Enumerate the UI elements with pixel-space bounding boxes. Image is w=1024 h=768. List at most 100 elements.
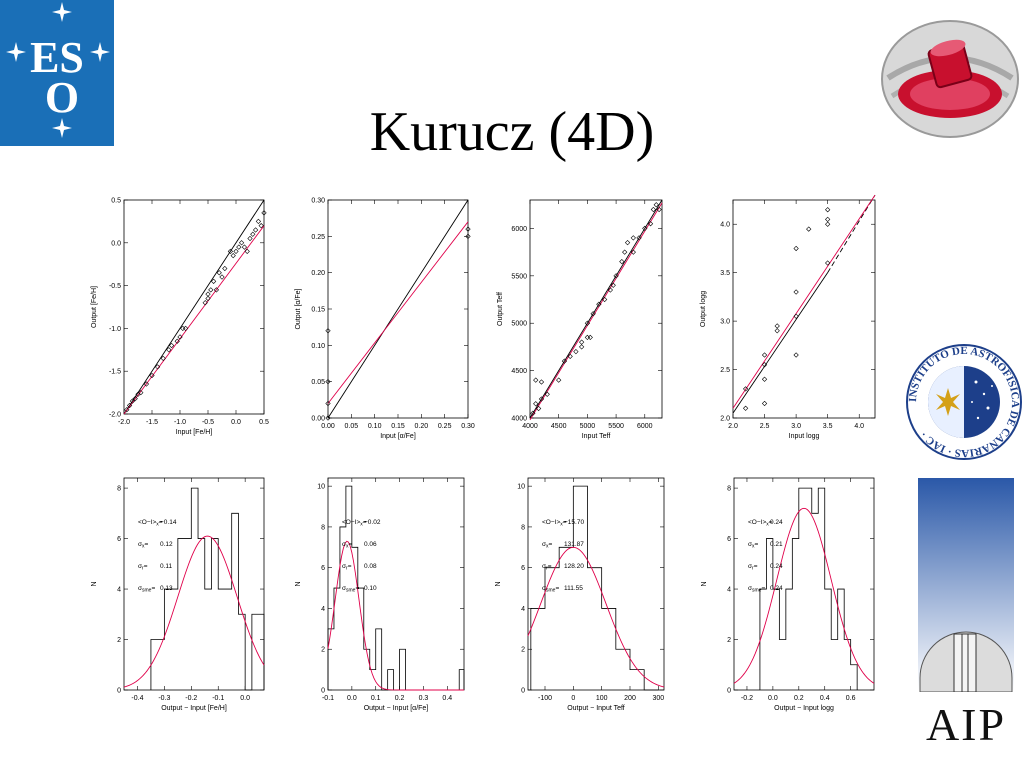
x-tick-label: -0.1 [212, 695, 224, 702]
y-tick-label: 2 [727, 637, 731, 644]
data-point [774, 328, 780, 334]
x-tick-label: -0.2 [185, 695, 197, 702]
y-tick-label: 0.30 [311, 198, 325, 205]
y-axis-label: N [495, 581, 502, 586]
data-point [325, 328, 331, 334]
data-point [650, 206, 657, 213]
y-tick-label: 4 [521, 606, 525, 613]
data-point [255, 218, 262, 225]
stat-label: <O−I>x= [138, 519, 163, 528]
y-axis-label: Output Teff [497, 292, 504, 326]
data-point [241, 244, 248, 250]
stat-value: 0.24 [770, 519, 783, 526]
y-tick-label: 10 [317, 484, 325, 491]
plot-frame [123, 477, 265, 691]
stat-label: σr= [748, 563, 758, 572]
data-point [533, 377, 539, 383]
x-tick-label: -1.5 [146, 419, 158, 426]
y-tick-label: 2 [521, 647, 525, 654]
plot-frame [733, 477, 875, 691]
eso-star-icon [6, 42, 26, 62]
x-axis-label: Input [α/Fe] [380, 433, 416, 440]
plot-frame [527, 477, 665, 691]
x-tick-label: 200 [624, 695, 636, 702]
x-tick-label: 0.10 [368, 423, 382, 430]
data-point [587, 334, 593, 341]
y-tick-label: 4500 [511, 368, 527, 375]
chart-2: 0.00 0.05 0.10 0.15 0.20 0.25 0.30 0.00 0.05 0.10… [295, 198, 475, 441]
x-tick-label: 0.15 [391, 423, 405, 430]
y-tick-label: 6 [521, 565, 525, 572]
data-point [561, 358, 568, 364]
data-point [533, 401, 539, 407]
plot-frame [123, 199, 265, 415]
stat-value: 0.12 [160, 541, 173, 548]
data-point [544, 391, 550, 397]
y-tick-label: 8 [321, 524, 325, 531]
stat-label: σr= [542, 563, 552, 572]
x-tick-label: 0.0 [768, 695, 778, 702]
data-point [825, 260, 831, 266]
histogram-bars [530, 485, 659, 691]
y-axis-label: N [701, 581, 708, 586]
stat-label: σsme= [342, 585, 359, 594]
y-tick-label: 0.00 [311, 416, 325, 423]
x-tick-label: -100 [538, 695, 552, 702]
y-tick-label: 6 [117, 536, 121, 543]
data-point [584, 320, 591, 326]
y-axis-label: Output [Fe/H] [91, 286, 98, 328]
data-point [538, 379, 545, 385]
data-point [590, 311, 596, 317]
data-point [222, 265, 228, 272]
x-axis-label: Output − Input [α/Fe] [364, 705, 429, 712]
gaussian-fit [733, 507, 875, 684]
stat-value: 111.55 [564, 585, 583, 592]
stat-value: 0.08 [364, 563, 377, 570]
data-point [258, 223, 264, 229]
data-point [761, 376, 768, 382]
plot-frame [529, 199, 663, 419]
data-point [636, 235, 642, 241]
x-tick-label: 0.2 [794, 695, 804, 702]
data-point [630, 249, 636, 255]
x-tick-label: 0.30 [461, 423, 475, 430]
x-tick-label: 4000 [522, 423, 538, 430]
identity-line [529, 199, 663, 419]
x-tick-label: 300 [652, 695, 664, 702]
y-tick-label: -1.5 [109, 369, 121, 376]
histogram-bars [759, 487, 858, 690]
fit-line [123, 225, 265, 415]
data-point [642, 225, 648, 232]
data-point [630, 235, 636, 241]
data-point [619, 258, 625, 265]
data-point [325, 415, 331, 421]
data-point [793, 352, 799, 358]
x-tick-label: -0.5 [202, 419, 214, 426]
telescope-logo [878, 18, 1022, 140]
stat-label: σx= [748, 541, 759, 550]
x-tick-label: 0.05 [345, 423, 359, 430]
fit-line [732, 194, 876, 409]
x-tick-label: 4.0 [854, 423, 864, 430]
aip-logo-text: AIP [925, 699, 1007, 750]
eso-logo-text-o: O [45, 73, 79, 122]
plot-frame [327, 477, 465, 691]
data-point [219, 274, 225, 280]
chart-1: -2.0 -1.5 -1.0 -0.5 0.0 0.5 -2.0 -1.5 -1.0 -0.5 0.… [91, 198, 269, 437]
y-axis-label: Output [α/Fe] [295, 288, 302, 329]
y-tick-label: 0 [727, 688, 731, 695]
stat-value: −15.70 [564, 519, 584, 526]
stat-value: 0.21 [770, 541, 783, 548]
x-axis-label: Output − Input logg [774, 705, 834, 712]
data-point [806, 226, 812, 232]
x-tick-label: 0.2 [395, 695, 405, 702]
data-point [233, 248, 239, 254]
y-tick-label: 0.25 [311, 234, 325, 241]
stat-label: σsme= [138, 585, 155, 594]
y-tick-label: 5500 [511, 273, 527, 280]
data-point [325, 400, 331, 407]
x-tick-label: -0.1 [322, 695, 334, 702]
y-tick-label: 0.05 [311, 379, 325, 386]
x-tick-label: -1.0 [174, 419, 186, 426]
